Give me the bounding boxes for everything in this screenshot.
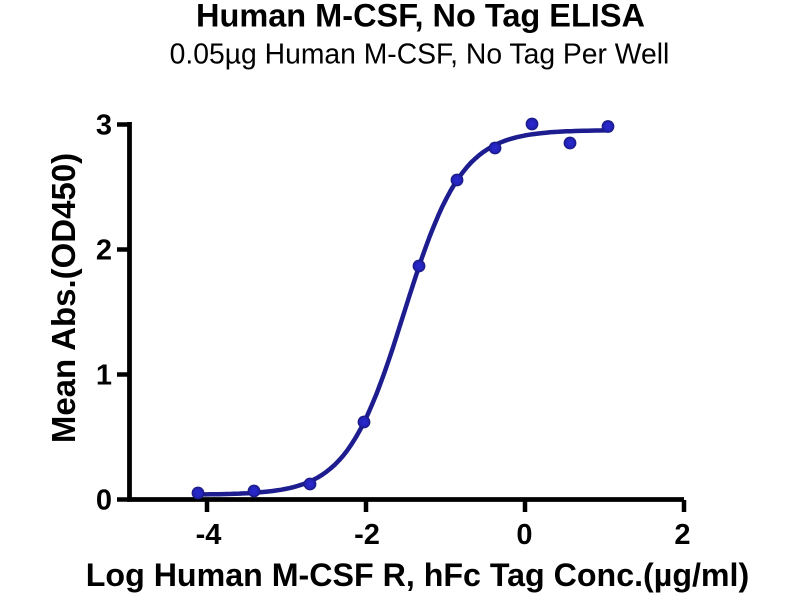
svg-text:0.05µg Human M-CSF, No Tag Per: 0.05µg Human M-CSF, No Tag Per Well <box>170 38 670 70</box>
svg-text:0: 0 <box>96 485 112 517</box>
svg-text:Human M-CSF, No Tag ELISA: Human M-CSF, No Tag ELISA <box>196 0 645 34</box>
svg-text:3: 3 <box>96 110 112 142</box>
svg-text:2: 2 <box>674 519 690 551</box>
svg-text:2: 2 <box>96 235 112 267</box>
svg-text:-4: -4 <box>196 519 222 551</box>
svg-text:0: 0 <box>516 519 532 551</box>
svg-text:Mean Abs.(OD450): Mean Abs.(OD450) <box>45 153 82 443</box>
svg-text:Log Human M-CSF R, hFc Tag Con: Log Human M-CSF R, hFc Tag Conc.(µg/ml) <box>86 557 749 593</box>
svg-text:-2: -2 <box>354 519 380 551</box>
svg-text:1: 1 <box>96 360 112 392</box>
